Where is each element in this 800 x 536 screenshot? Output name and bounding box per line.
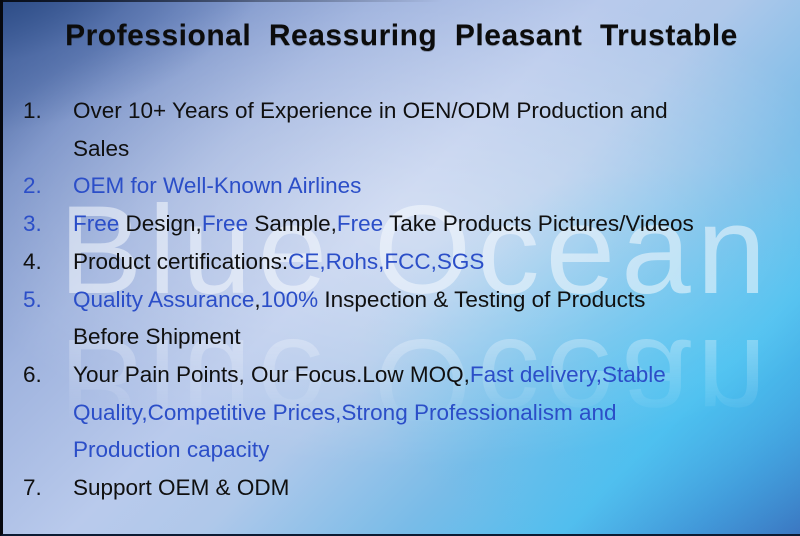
- text-segment: OEM for Well-Known Airlines: [73, 173, 362, 199]
- list-item: 2. OEM for Well-Known Airlines: [23, 167, 785, 205]
- list-item-number: 1.: [23, 98, 42, 123]
- text-segment: Design,: [125, 211, 202, 237]
- list-item-number: 4.: [23, 248, 42, 274]
- list-item-text: Your Pain Points, Our Focus.Low MOQ,Fast…: [73, 362, 666, 462]
- list-item: 6. Your Pain Points, Our Focus.Low MOQ,Fa…: [23, 356, 785, 469]
- text-segment: Your Pain Points, Our Focus.Low MOQ,: [73, 361, 470, 387]
- list-item: 7. Support OEM & ODM: [23, 469, 785, 507]
- list-item-text: OEM for Well-Known Airlines: [73, 173, 361, 198]
- list-item-text: Support OEM & ODM: [73, 475, 289, 500]
- text-segment: Free: [336, 211, 389, 237]
- text-segment: Take Products Pictures/Videos: [388, 211, 694, 237]
- slide-title: Professional Reassuring Pleasant Trustab…: [65, 19, 738, 52]
- list-item-text: Free Design,Free Sample,Free Take Produc…: [73, 211, 694, 236]
- list-item-number: 2.: [23, 173, 42, 199]
- list-item-text: Over 10+ Years of Experience in OEN/ODM …: [73, 98, 668, 161]
- text-segment: ,: [254, 286, 261, 312]
- text-segment: Support OEM & ODM: [73, 475, 290, 501]
- list-item: 1. Over 10+ Years of Experience in OEN/OD…: [23, 92, 785, 167]
- list-item: 4. Product certifications:CE,Rohs,FCC,SGS: [23, 243, 785, 281]
- slide-top-border: [3, 0, 482, 2]
- text-segment: Inspection & Testing of Products Before …: [73, 286, 646, 350]
- text-segment: Fast delivery,Stable Quality,Competitive…: [73, 361, 666, 463]
- text-segment: Sample,: [254, 211, 337, 237]
- list-item-number: 5.: [23, 286, 42, 312]
- text-segment: Over 10+ Years of Experience in OEN/ODM …: [73, 98, 668, 161]
- text-segment: Quality Assurance: [73, 286, 255, 312]
- list-item-number: 6.: [23, 361, 42, 387]
- text-segment: Free: [201, 211, 255, 237]
- list-item-text: Quality Assurance,100% Inspection & Test…: [73, 287, 645, 350]
- text-segment: Product certifications:: [73, 248, 289, 274]
- feature-list: 1. Over 10+ Years of Experience in OEN/OD…: [23, 92, 785, 507]
- list-item-number: 7.: [23, 475, 42, 501]
- text-segment: 100%: [260, 286, 319, 312]
- text-segment: Free: [73, 211, 126, 237]
- list-item: 5. Quality Assurance,100% Inspection & Te…: [23, 281, 785, 356]
- list-item: 3. Free Design,Free Sample,Free Take Prod…: [23, 205, 785, 243]
- list-item-number: 3.: [23, 211, 42, 237]
- text-segment: CE,Rohs,FCC,SGS: [288, 248, 485, 274]
- list-item-text: Product certifications:CE,Rohs,FCC,SGS: [73, 249, 484, 274]
